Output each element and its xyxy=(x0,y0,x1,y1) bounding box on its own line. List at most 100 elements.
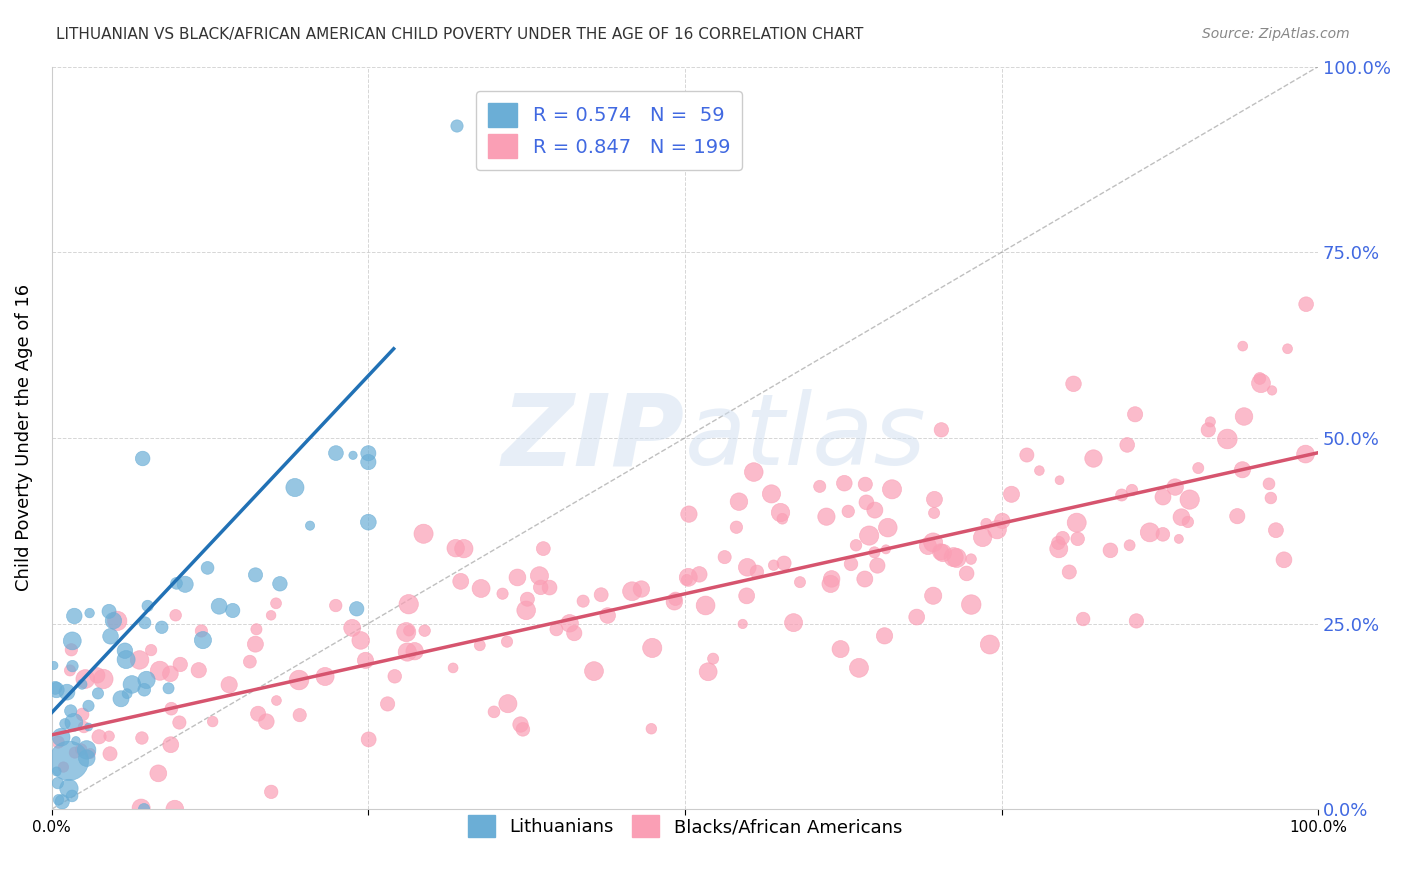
Point xyxy=(245,567,267,582)
Point xyxy=(63,715,86,730)
Point xyxy=(98,747,121,761)
Y-axis label: Child Poverty Under the Age of 16: Child Poverty Under the Age of 16 xyxy=(15,285,32,591)
Point xyxy=(396,645,419,659)
Point xyxy=(77,720,100,734)
Point xyxy=(136,599,159,613)
Point xyxy=(641,640,664,655)
Text: LITHUANIAN VS BLACK/AFRICAN AMERICAN CHILD POVERTY UNDER THE AGE OF 16 CORRELATI: LITHUANIAN VS BLACK/AFRICAN AMERICAN CHI… xyxy=(56,27,863,42)
Point xyxy=(932,546,955,560)
Point xyxy=(713,550,735,565)
Point xyxy=(1123,407,1146,421)
Point xyxy=(725,520,748,534)
Point xyxy=(1118,538,1140,552)
Point xyxy=(945,551,967,566)
Point xyxy=(60,642,83,657)
Point xyxy=(269,576,291,591)
Point xyxy=(735,589,758,603)
Point xyxy=(354,653,377,667)
Point xyxy=(254,714,277,729)
Point xyxy=(1199,415,1222,429)
Point xyxy=(1028,464,1050,478)
Point xyxy=(924,492,946,507)
Point xyxy=(858,528,880,542)
Point xyxy=(1249,371,1271,385)
Point xyxy=(695,599,717,613)
Point xyxy=(395,625,418,640)
Point xyxy=(398,624,420,638)
Point xyxy=(905,610,928,624)
Point xyxy=(702,651,724,665)
Text: Source: ZipAtlas.com: Source: ZipAtlas.com xyxy=(1202,27,1350,41)
Point xyxy=(53,716,76,731)
Point xyxy=(1178,492,1201,507)
Point xyxy=(640,722,662,736)
Point xyxy=(350,633,373,648)
Point xyxy=(79,606,101,620)
Point xyxy=(325,446,347,460)
Point xyxy=(853,477,876,491)
Point xyxy=(773,556,796,570)
Point xyxy=(103,614,125,628)
Point xyxy=(450,574,472,589)
Point xyxy=(284,481,307,495)
Text: atlas: atlas xyxy=(685,390,927,486)
Point xyxy=(46,735,69,749)
Point xyxy=(572,594,595,608)
Point xyxy=(830,642,852,657)
Point xyxy=(159,666,181,681)
Point xyxy=(299,518,322,533)
Point xyxy=(131,451,153,466)
Point xyxy=(876,521,898,535)
Point xyxy=(922,589,945,603)
Point xyxy=(46,776,69,790)
Point xyxy=(1167,532,1189,546)
Point xyxy=(562,626,585,640)
Point xyxy=(98,604,121,618)
Point xyxy=(1250,376,1272,391)
Point xyxy=(664,591,686,606)
Point xyxy=(770,512,793,526)
Point xyxy=(49,730,72,744)
Point xyxy=(863,545,886,559)
Point xyxy=(745,565,768,579)
Point xyxy=(873,629,896,643)
Point xyxy=(266,693,288,707)
Point xyxy=(853,572,876,586)
Point xyxy=(979,638,1001,652)
Point xyxy=(1066,532,1088,546)
Point xyxy=(191,633,214,648)
Point xyxy=(509,717,531,731)
Point xyxy=(678,507,700,521)
Point xyxy=(73,720,96,734)
Point xyxy=(384,669,406,683)
Point xyxy=(1272,553,1295,567)
Point xyxy=(922,535,945,549)
Point xyxy=(1261,384,1284,398)
Point xyxy=(98,729,121,743)
Point xyxy=(132,802,155,816)
Point xyxy=(1071,612,1094,626)
Point xyxy=(848,661,870,675)
Point xyxy=(160,701,183,715)
Point xyxy=(834,476,856,491)
Point xyxy=(239,655,262,669)
Point xyxy=(506,570,529,584)
Point xyxy=(688,567,710,582)
Point xyxy=(76,751,98,765)
Point xyxy=(728,494,751,508)
Point xyxy=(1258,476,1281,491)
Point xyxy=(288,673,311,687)
Point xyxy=(148,766,170,780)
Point xyxy=(110,691,132,706)
Point xyxy=(735,560,758,574)
Point xyxy=(159,738,181,752)
Point xyxy=(149,664,172,678)
Point xyxy=(1216,432,1239,446)
Point xyxy=(986,523,1008,537)
Point xyxy=(468,638,491,652)
Point xyxy=(105,614,128,628)
Point xyxy=(1121,483,1143,497)
Point xyxy=(863,503,886,517)
Point xyxy=(169,657,191,672)
Point xyxy=(166,576,188,591)
